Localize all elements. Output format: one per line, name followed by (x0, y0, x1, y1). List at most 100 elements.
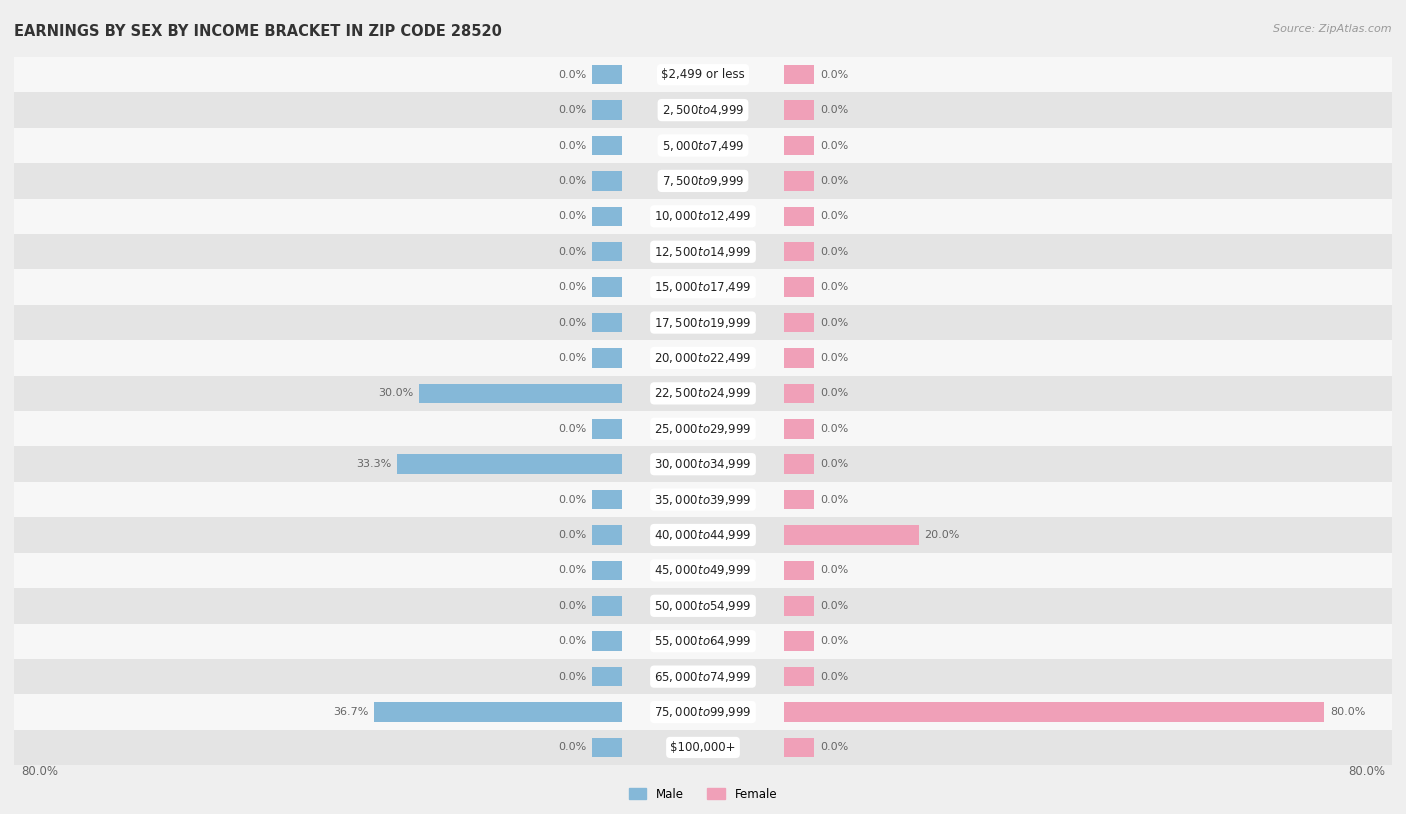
Text: 0.0%: 0.0% (558, 742, 586, 752)
Text: 30.0%: 30.0% (378, 388, 413, 398)
Text: 0.0%: 0.0% (820, 212, 848, 221)
Bar (592, 278, 621, 297)
Text: 0.0%: 0.0% (820, 176, 848, 186)
Text: Source: ZipAtlas.com: Source: ZipAtlas.com (1274, 24, 1392, 34)
Bar (785, 383, 814, 403)
Bar (785, 561, 814, 580)
Text: 0.0%: 0.0% (558, 282, 586, 292)
Text: $40,000 to $44,999: $40,000 to $44,999 (654, 528, 752, 542)
Bar (785, 596, 814, 615)
Text: 0.0%: 0.0% (820, 495, 848, 505)
Bar (14, 588, 1392, 624)
Legend: Male, Female: Male, Female (624, 783, 782, 805)
Text: 0.0%: 0.0% (820, 566, 848, 575)
Bar (592, 632, 621, 651)
Bar (592, 242, 621, 261)
Bar (785, 454, 814, 474)
Bar (785, 207, 814, 226)
Bar (14, 482, 1392, 518)
Text: $100,000+: $100,000+ (671, 741, 735, 754)
Bar (14, 624, 1392, 659)
Bar (14, 269, 1392, 304)
Text: $30,000 to $34,999: $30,000 to $34,999 (654, 457, 752, 471)
Text: 0.0%: 0.0% (558, 247, 586, 256)
Text: $2,499 or less: $2,499 or less (661, 68, 745, 81)
Text: 80.0%: 80.0% (1330, 707, 1365, 717)
Bar (592, 171, 621, 190)
Text: $55,000 to $64,999: $55,000 to $64,999 (654, 634, 752, 648)
Bar (14, 518, 1392, 553)
Bar (785, 313, 814, 332)
Text: 36.7%: 36.7% (333, 707, 368, 717)
Text: 33.3%: 33.3% (356, 459, 392, 469)
Text: EARNINGS BY SEX BY INCOME BRACKET IN ZIP CODE 28520: EARNINGS BY SEX BY INCOME BRACKET IN ZIP… (14, 24, 502, 39)
Bar (14, 57, 1392, 92)
Text: $45,000 to $49,999: $45,000 to $49,999 (654, 563, 752, 577)
Text: 20.0%: 20.0% (925, 530, 960, 540)
Bar (592, 667, 621, 686)
Text: $20,000 to $22,499: $20,000 to $22,499 (654, 351, 752, 365)
Text: 0.0%: 0.0% (558, 566, 586, 575)
Bar (396, 454, 621, 474)
Bar (14, 163, 1392, 199)
Text: 0.0%: 0.0% (558, 212, 586, 221)
Text: $12,500 to $14,999: $12,500 to $14,999 (654, 245, 752, 259)
Bar (14, 553, 1392, 588)
Bar (592, 561, 621, 580)
Bar (14, 411, 1392, 446)
Text: 0.0%: 0.0% (558, 495, 586, 505)
Text: 0.0%: 0.0% (558, 141, 586, 151)
Text: 0.0%: 0.0% (820, 672, 848, 681)
Text: 0.0%: 0.0% (558, 105, 586, 115)
Bar (785, 171, 814, 190)
Bar (14, 340, 1392, 375)
Text: 0.0%: 0.0% (558, 70, 586, 80)
Text: 0.0%: 0.0% (820, 247, 848, 256)
Bar (14, 446, 1392, 482)
Bar (785, 242, 814, 261)
Text: 0.0%: 0.0% (820, 105, 848, 115)
Bar (592, 313, 621, 332)
Bar (785, 632, 814, 651)
Text: 0.0%: 0.0% (558, 424, 586, 434)
Text: 0.0%: 0.0% (820, 742, 848, 752)
Bar (14, 92, 1392, 128)
Bar (14, 694, 1392, 730)
Bar (592, 207, 621, 226)
Text: 0.0%: 0.0% (820, 141, 848, 151)
Text: 0.0%: 0.0% (558, 317, 586, 327)
Text: 0.0%: 0.0% (820, 459, 848, 469)
Bar (592, 65, 621, 85)
Bar (785, 667, 814, 686)
Text: 0.0%: 0.0% (558, 176, 586, 186)
Text: $2,500 to $4,999: $2,500 to $4,999 (662, 103, 744, 117)
Bar (785, 136, 814, 155)
Text: 0.0%: 0.0% (820, 282, 848, 292)
Text: 0.0%: 0.0% (820, 388, 848, 398)
Text: 0.0%: 0.0% (820, 70, 848, 80)
Text: 0.0%: 0.0% (558, 672, 586, 681)
Bar (592, 490, 621, 510)
Bar (592, 136, 621, 155)
Text: $65,000 to $74,999: $65,000 to $74,999 (654, 670, 752, 684)
Text: $35,000 to $39,999: $35,000 to $39,999 (654, 492, 752, 506)
Bar (592, 419, 621, 439)
Text: 0.0%: 0.0% (558, 601, 586, 610)
Bar (419, 383, 621, 403)
Text: $15,000 to $17,499: $15,000 to $17,499 (654, 280, 752, 294)
Bar (785, 702, 1324, 722)
Bar (14, 199, 1392, 234)
Bar (374, 702, 621, 722)
Text: $10,000 to $12,499: $10,000 to $12,499 (654, 209, 752, 223)
Text: $25,000 to $29,999: $25,000 to $29,999 (654, 422, 752, 435)
Bar (785, 278, 814, 297)
Bar (785, 490, 814, 510)
Text: $22,500 to $24,999: $22,500 to $24,999 (654, 387, 752, 400)
Bar (785, 348, 814, 368)
Text: $5,000 to $7,499: $5,000 to $7,499 (662, 138, 744, 152)
Text: 0.0%: 0.0% (558, 353, 586, 363)
Text: 80.0%: 80.0% (21, 765, 58, 778)
Bar (785, 419, 814, 439)
Text: 0.0%: 0.0% (820, 353, 848, 363)
Bar (592, 737, 621, 757)
